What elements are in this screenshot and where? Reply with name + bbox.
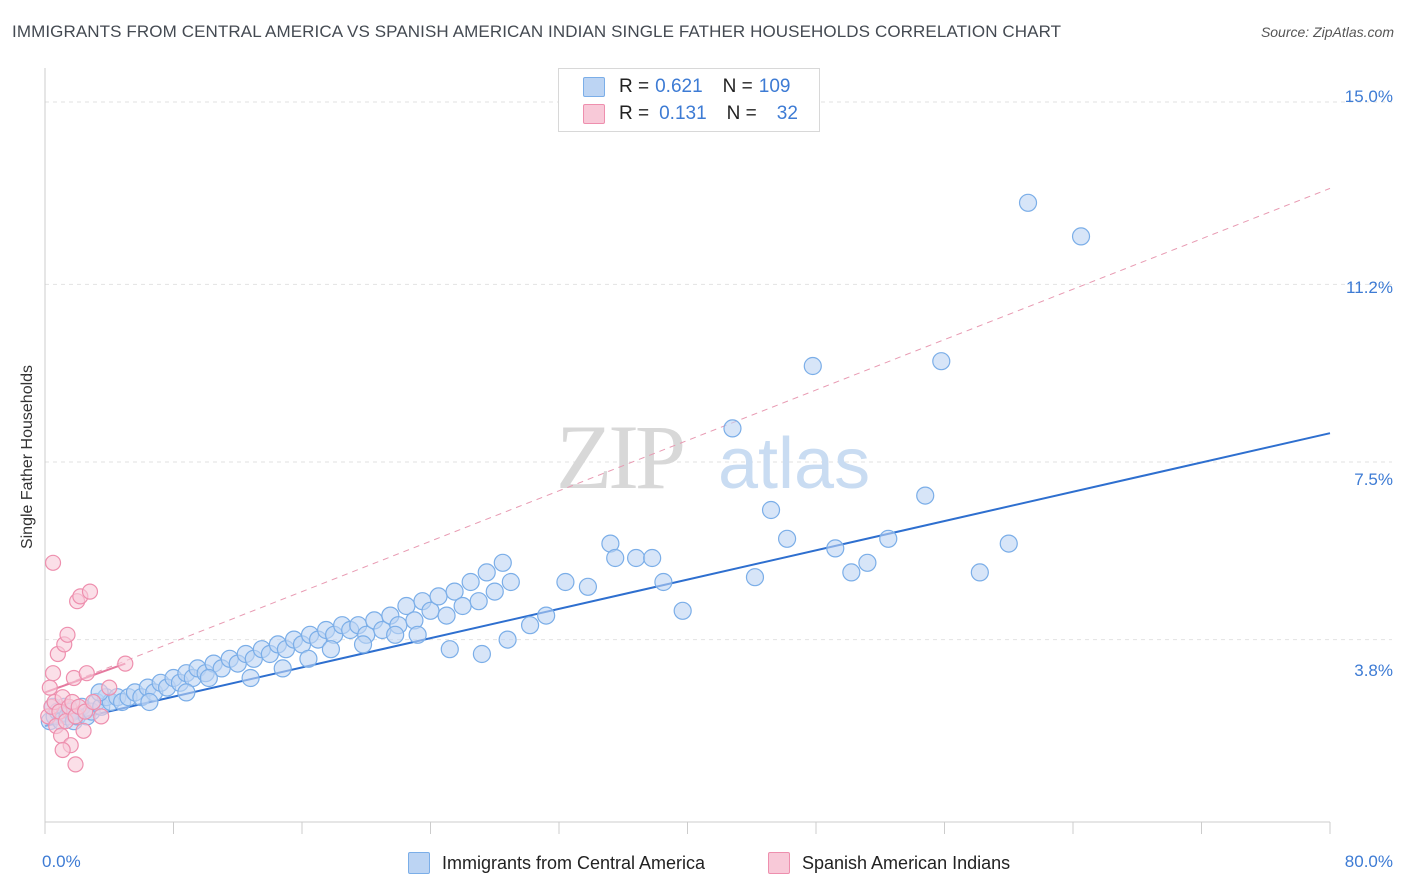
point-spanish-american-indian [101, 679, 118, 696]
point-spanish-american-indian [59, 626, 76, 643]
point-spanish-american-indian [75, 722, 92, 739]
point-central-america [321, 640, 341, 659]
y-tick-15: 15.0% [1344, 87, 1393, 106]
y-tick-11-2: 11.2% [1346, 278, 1393, 297]
legend-label: Immigrants from Central America [442, 852, 706, 873]
legend-swatch-pink [768, 852, 790, 874]
point-central-america [761, 500, 781, 520]
point-central-america [498, 630, 517, 649]
point-central-america [429, 587, 448, 606]
legend-item-spanish-american-indians: Spanish American Indians [768, 852, 1010, 874]
point-central-america [858, 553, 877, 572]
point-central-america [472, 644, 491, 664]
point-central-america [485, 582, 504, 601]
point-central-america [777, 529, 797, 548]
point-spanish-american-indian [117, 655, 134, 672]
point-central-america [353, 635, 373, 654]
legend-item-central-america: Immigrants from Central America [408, 852, 705, 874]
legend-n-value: 32 [776, 103, 798, 124]
point-central-america [140, 692, 159, 712]
point-central-america [1071, 227, 1091, 246]
x-tick-min: 0.0% [42, 852, 81, 871]
point-central-america [654, 572, 673, 592]
y-tick-7-5: 7.5% [1354, 470, 1393, 489]
point-central-america [673, 601, 692, 620]
y-tick-3-8: 3.8% [1354, 661, 1393, 680]
point-central-america [453, 596, 472, 616]
point-central-america [803, 356, 822, 376]
point-central-america [606, 548, 625, 568]
point-spanish-american-indian [44, 554, 62, 571]
point-central-america [1018, 193, 1038, 212]
legend-row-central-america: R = 0.621 N = 109 [583, 74, 790, 100]
watermark-atlas: atlas [718, 424, 870, 504]
legend-swatch-blue [583, 77, 605, 97]
point-central-america [879, 529, 898, 548]
point-central-america [408, 625, 427, 644]
point-spanish-american-indian [93, 708, 110, 725]
point-central-america [745, 568, 765, 587]
axes [44, 68, 1331, 834]
point-central-america [723, 419, 742, 438]
trend-line-central-america [44, 432, 1331, 727]
point-spanish-american-indian [41, 679, 58, 696]
point-spanish-american-indian [85, 693, 102, 711]
point-spanish-american-indian [54, 741, 71, 759]
point-central-america [386, 625, 405, 644]
legend-n-label: N = [722, 76, 753, 97]
point-central-america [477, 563, 496, 582]
point-central-america [273, 659, 292, 678]
legend-swatch-blue [408, 852, 430, 874]
point-central-america [932, 352, 951, 371]
gridlines [45, 101, 1392, 641]
legend-n-value: 109 [758, 76, 791, 97]
legend-r-value: 0.131 [659, 103, 707, 124]
point-central-america [501, 572, 520, 592]
point-central-america [445, 582, 464, 601]
point-central-america [520, 616, 540, 635]
legend-label: Spanish American Indians [802, 852, 1011, 873]
legend-r-label: R = [619, 103, 650, 124]
point-central-america [469, 592, 488, 611]
point-central-america [537, 606, 556, 625]
point-central-america [916, 486, 935, 505]
point-central-america [842, 563, 861, 582]
point-spanish-american-indian [67, 756, 84, 773]
point-central-america [578, 577, 598, 596]
point-central-america [299, 649, 318, 668]
point-spanish-american-indian [81, 583, 99, 600]
point-central-america [999, 534, 1018, 553]
point-central-america [970, 563, 989, 582]
legend-swatch-pink [583, 104, 605, 124]
correlation-legend: R = 0.621 N = 109 R = 0.131 N = 32 [558, 68, 820, 132]
point-central-america [241, 668, 260, 688]
legend-n-label: N = [726, 103, 757, 124]
point-spanish-american-indian [44, 665, 62, 682]
x-tick-max: 80.0% [1344, 852, 1393, 871]
point-central-america [826, 539, 845, 558]
watermark: ZIP atlas [556, 406, 870, 508]
legend-r-value: 0.621 [655, 76, 703, 97]
point-central-america [199, 668, 218, 688]
legend-r-label: R = [619, 76, 650, 97]
legend-row-spanish-american-indians: R = 0.131 N = 32 [583, 101, 798, 127]
source-label: Source: ZipAtlas.com [1260, 24, 1394, 40]
point-central-america [461, 572, 480, 592]
point-spanish-american-indian [78, 665, 95, 682]
point-central-america [493, 553, 512, 572]
point-central-america [437, 606, 456, 625]
data-points [40, 193, 1091, 773]
point-central-america [643, 548, 662, 568]
trend-lines [44, 187, 1331, 727]
point-central-america [440, 640, 459, 659]
point-central-america [626, 548, 646, 568]
point-central-america [177, 683, 196, 702]
watermark-zip: ZIP [556, 406, 683, 508]
point-central-america [556, 572, 575, 592]
chart-title: IMMIGRANTS FROM CENTRAL AMERICA VS SPANI… [12, 22, 1062, 41]
